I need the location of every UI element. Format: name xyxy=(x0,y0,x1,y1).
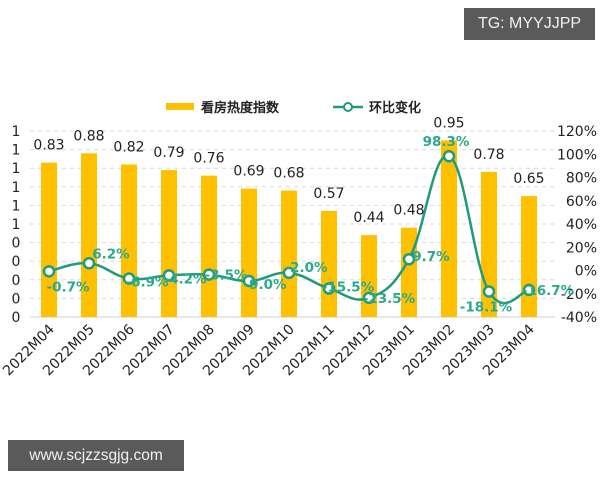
line-value-label: -4.2% xyxy=(163,271,207,287)
line-value-label: -0.7% xyxy=(46,279,90,295)
right-axis-tick: 120% xyxy=(557,124,597,140)
line-point xyxy=(162,269,176,282)
right-axis-tick: 60% xyxy=(566,194,597,210)
legend-line-series: 环比变化 xyxy=(333,97,421,116)
bar-value-label: 0.76 xyxy=(193,151,224,167)
line-point xyxy=(122,272,136,285)
left-axis-tick: 0 xyxy=(12,254,21,270)
x-axis-labels: 2022M042022M052022M062022M072022M082022M… xyxy=(0,321,538,379)
bar xyxy=(441,140,457,317)
right-axis-tick: -20% xyxy=(561,287,597,303)
legend-line-swatch-icon xyxy=(333,101,363,112)
watermark-tg: TG: MYYJJPP xyxy=(464,8,595,40)
right-axis-tick: 100% xyxy=(557,147,597,163)
line-point xyxy=(362,291,376,305)
left-axis-tick: 0 xyxy=(12,273,21,289)
watermark-url: www.scjzzsgjg.com xyxy=(8,440,184,471)
left-axis-tick: 1 xyxy=(12,217,21,233)
right-axis-tick: -40% xyxy=(561,310,597,326)
line-point xyxy=(82,257,96,270)
right-axis-tick: 40% xyxy=(566,217,597,233)
line-value-label: -15.5% xyxy=(322,280,375,296)
bar xyxy=(201,175,217,317)
left-axis-ticks: 1 1 1 1 1 1 0 0 0 0 0 xyxy=(12,124,21,326)
bar xyxy=(81,153,97,317)
left-axis-tick: 0 xyxy=(12,310,21,326)
line-value-label: -6.9% xyxy=(125,275,169,291)
bar-value-label: 0.44 xyxy=(353,210,384,226)
line-value-label: 6.2% xyxy=(92,246,130,262)
bar-value-label: 0.69 xyxy=(233,164,264,180)
line-point xyxy=(482,285,496,298)
line-value-label: -16.7% xyxy=(522,283,575,299)
left-axis-tick: 1 xyxy=(12,124,21,140)
bar-value-label: 0.65 xyxy=(513,171,544,187)
left-axis-tick: 0 xyxy=(12,236,21,252)
left-axis-tick: 1 xyxy=(12,198,21,214)
line-value-label: -18.1% xyxy=(460,300,513,316)
line-point xyxy=(42,265,56,278)
line-point xyxy=(322,282,336,295)
bar xyxy=(241,188,257,317)
line-value-label: -3.5% xyxy=(204,268,248,284)
bar-value-label: 0.78 xyxy=(473,147,504,163)
left-axis-tick: 1 xyxy=(12,143,21,159)
bar-value-label: 0.88 xyxy=(73,128,104,144)
bar-value-label: 0.79 xyxy=(153,145,184,161)
left-axis-tick: 0 xyxy=(12,291,21,307)
bar-value-label: 0.95 xyxy=(433,115,464,131)
right-axis-tick: 20% xyxy=(566,240,597,256)
legend-bar-swatch xyxy=(166,103,194,110)
bar-value-label: 0.57 xyxy=(313,186,344,202)
line-point xyxy=(442,149,456,163)
line-point xyxy=(242,274,256,288)
right-axis-tick: 0% xyxy=(575,264,597,280)
bar-value-label: 0.82 xyxy=(113,139,144,155)
line-points xyxy=(42,149,536,305)
right-axis-tick: 80% xyxy=(566,171,597,187)
legend-bar-series: 看房热度指数 xyxy=(166,97,279,116)
bar-value-labels: 0.83 0.88 0.82 0.79 0.76 0.69 0.68 0.57 0.44 0.48… xyxy=(33,115,544,226)
legend-line-label: 环比变化 xyxy=(369,101,422,116)
line-value-label: -23.5% xyxy=(363,291,416,307)
bar xyxy=(161,170,177,317)
bar-value-label: 0.83 xyxy=(33,138,64,154)
line-value-label: 9.7% xyxy=(412,249,450,265)
legend-bar-label: 看房热度指数 xyxy=(201,101,280,116)
line-value-label: 98.3% xyxy=(423,134,470,150)
line-point xyxy=(202,268,216,281)
line-point xyxy=(522,283,536,297)
line-point xyxy=(282,266,296,280)
line-value-label: -2.0% xyxy=(284,260,328,276)
line-value-label: -9.0% xyxy=(243,277,287,293)
bar xyxy=(121,164,137,317)
line-point xyxy=(402,252,416,266)
left-axis-tick: 1 xyxy=(12,180,21,196)
right-axis-ticks: 120% 100% 80% 60% 40% 20% 0% -20% -40% xyxy=(557,124,597,326)
bar-value-label: 0.68 xyxy=(273,166,304,182)
combo-chart: 1 1 1 1 1 1 0 0 0 0 0 120% 100% 80% 60% 40% 20% 0% -20% -4… xyxy=(0,115,597,379)
line-value-labels: -0.7% 6.2% -6.9%-4.2%-3.5%-9.0%-2.0% -15.5%… xyxy=(46,134,574,315)
bar xyxy=(41,162,57,317)
bar xyxy=(281,190,297,317)
bar-value-label: 0.48 xyxy=(393,203,424,219)
left-axis-tick: 1 xyxy=(12,161,21,177)
